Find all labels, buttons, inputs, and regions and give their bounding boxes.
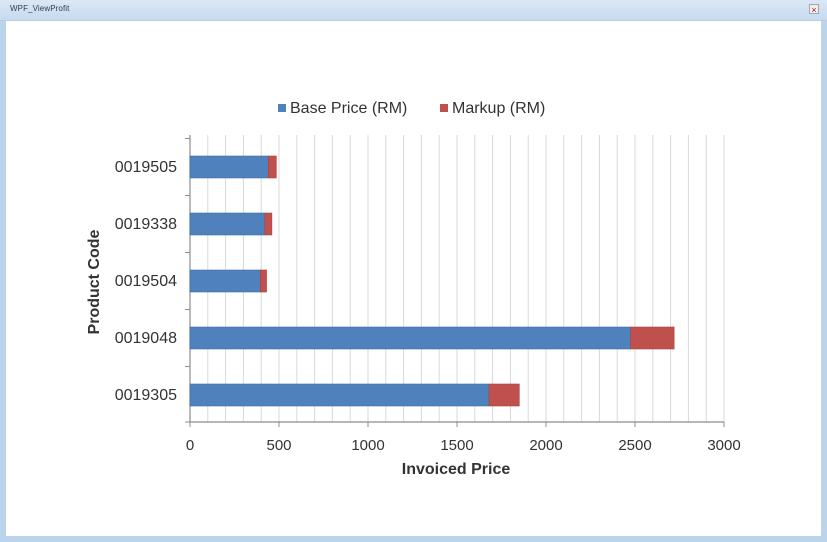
- y-category-label: 0019338: [115, 216, 177, 233]
- y-axis-title: Product Code: [86, 229, 103, 334]
- y-category-label: 0019504: [115, 273, 177, 290]
- x-tick-label: 0: [186, 437, 194, 454]
- x-tick-label: 2500: [618, 437, 651, 454]
- base-price-bar[interactable]: [189, 326, 631, 350]
- base-price-legend-label: Base Price (RM): [290, 100, 407, 117]
- base-price-bar[interactable]: [189, 155, 269, 179]
- close-icon[interactable]: ×: [809, 4, 819, 15]
- chart-labels: 0 500 1000 1500 2000 2500 3000 0019505 0019338 00…: [86, 159, 741, 478]
- y-category-label: 0019305: [115, 387, 177, 404]
- base-price-bar[interactable]: [189, 269, 261, 293]
- base-price-bar[interactable]: [189, 383, 490, 407]
- chart-legend: Base Price (RM) Markup (RM): [278, 100, 545, 117]
- markup-bar[interactable]: [264, 212, 273, 236]
- markup-bar[interactable]: [260, 269, 267, 293]
- markup-bar[interactable]: [630, 326, 675, 350]
- markup-bar[interactable]: [268, 155, 277, 179]
- x-tick-label: 1500: [440, 437, 473, 454]
- markup-bar[interactable]: [488, 383, 520, 407]
- chart-bars: [189, 155, 675, 407]
- x-axis-title: Invoiced Price: [402, 461, 511, 478]
- x-tick-label: 500: [266, 437, 291, 454]
- y-category-label: 0019048: [115, 330, 177, 347]
- base-price-bar[interactable]: [189, 212, 266, 236]
- x-tick-label: 1000: [351, 437, 384, 454]
- y-category-label: 0019505: [115, 159, 177, 176]
- chart-grid: [189, 135, 725, 422]
- chart-axes: [185, 138, 725, 427]
- markup-legend-label: Markup (RM): [452, 100, 545, 117]
- base-price-legend-swatch: [278, 104, 286, 112]
- markup-legend-swatch: [440, 104, 448, 112]
- window-title: WPF_ViewProfit: [10, 4, 70, 13]
- title-bar: WPF_ViewProfit ×: [0, 0, 827, 21]
- x-tick-label: 3000: [707, 437, 740, 454]
- x-tick-label: 2000: [529, 437, 562, 454]
